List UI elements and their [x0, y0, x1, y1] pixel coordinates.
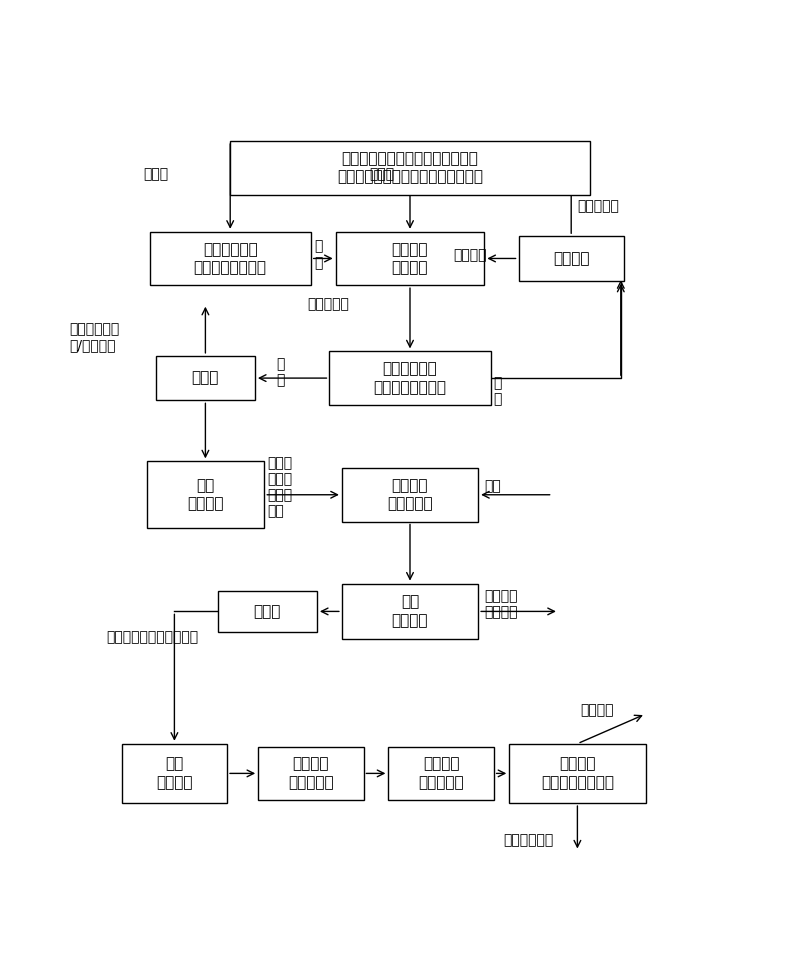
Text: 固
相: 固 相 — [277, 357, 285, 387]
Bar — [330, 351, 490, 405]
Bar — [230, 141, 590, 195]
Bar — [342, 468, 478, 521]
Text: 分离磨粒: 分离磨粒 — [581, 703, 614, 717]
Text: 粉碎工序
（粉碎机）: 粉碎工序 （粉碎机） — [418, 757, 464, 790]
Text: 干燥工序
（干燥机）: 干燥工序 （干燥机） — [288, 757, 334, 790]
Bar — [518, 236, 624, 281]
Text: 固液分离工序
（第一过滤装置）: 固液分离工序 （第一过滤装置） — [194, 241, 266, 275]
Text: 有机溶剂: 有机溶剂 — [454, 248, 487, 262]
Text: 分散工序
（气流分级装置）: 分散工序 （气流分级装置） — [541, 757, 614, 790]
Text: 第五
过滤装置: 第五 过滤装置 — [156, 757, 193, 790]
Text: 硅晶体基材的切断加工及研磨加工
（供给由磨粒和分散剂构成的浆液）: 硅晶体基材的切断加工及研磨加工 （供给由磨粒和分散剂构成的浆液） — [337, 151, 483, 184]
Text: 酸洗工序
（清洗槽）: 酸洗工序 （清洗槽） — [387, 478, 433, 511]
Text: 水洗机: 水洗机 — [192, 371, 219, 386]
Text: 蒸馏装置: 蒸馏装置 — [553, 251, 590, 266]
Text: 固液分离工序
（第二过滤装置）: 固液分离工序 （第二过滤装置） — [374, 361, 446, 395]
Text: 废浆液: 废浆液 — [143, 168, 169, 181]
Text: 第四
过滤装置: 第四 过滤装置 — [392, 594, 428, 628]
Bar — [388, 747, 494, 800]
Text: 除去残留分散
剂/有机溶剂: 除去残留分散 剂/有机溶剂 — [69, 322, 119, 352]
Text: 除去分散剂: 除去分散剂 — [578, 200, 619, 213]
Bar — [510, 744, 646, 803]
Bar — [122, 744, 227, 803]
Text: 块
状: 块 状 — [314, 239, 322, 270]
Text: 砂状固形份: 砂状固形份 — [308, 297, 350, 311]
Bar — [150, 232, 310, 286]
Text: 液
相: 液 相 — [494, 376, 502, 406]
Text: 酸液: 酸液 — [485, 479, 501, 493]
Bar — [258, 747, 363, 800]
Text: 第三
过滤装置: 第三 过滤装置 — [187, 478, 224, 511]
Text: 除去氧化
硅金属粉: 除去氧化 硅金属粉 — [485, 589, 518, 620]
Text: 废油泥: 废油泥 — [370, 168, 395, 181]
Text: 块状：
切削粉
金属粉
磨粒: 块状： 切削粉 金属粉 磨粒 — [267, 456, 293, 518]
Text: 固形份（切削粉，磨粒）: 固形份（切削粉，磨粒） — [106, 630, 198, 645]
Text: 水洗槽: 水洗槽 — [254, 604, 281, 619]
Bar — [342, 584, 478, 639]
Bar — [156, 356, 255, 400]
Bar — [336, 232, 485, 286]
Bar — [146, 461, 264, 528]
Text: 有机溶剂
清洗工序: 有机溶剂 清洗工序 — [392, 241, 428, 275]
Text: 高纯度硅成分: 高纯度硅成分 — [503, 833, 554, 847]
Bar — [218, 591, 317, 632]
